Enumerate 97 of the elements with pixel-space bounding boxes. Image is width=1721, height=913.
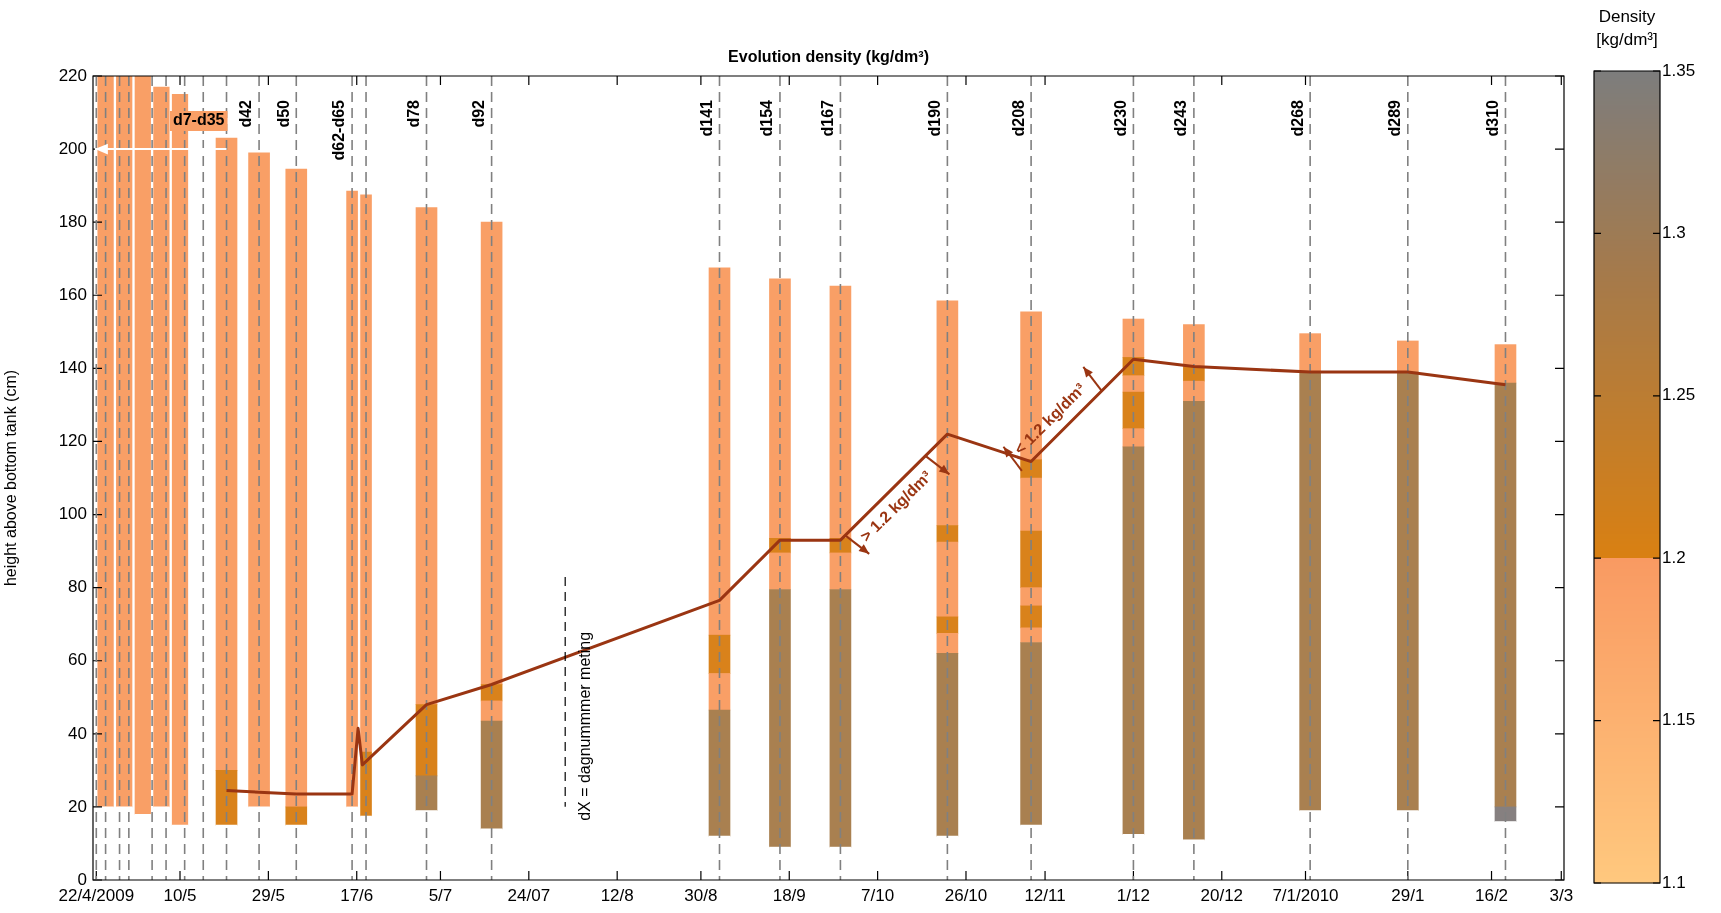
- x-tick-label: 7/1/2010: [1272, 885, 1339, 905]
- y-tick-label: 60: [68, 650, 87, 670]
- bar: [1396, 371, 1419, 811]
- y-tick-label: 180: [58, 211, 87, 231]
- x-tick-label: 18/9: [772, 885, 806, 905]
- bar: [936, 653, 959, 837]
- bar: [285, 168, 308, 808]
- y-tick-label: 80: [68, 577, 87, 597]
- ref-line-label: d230: [1111, 99, 1129, 137]
- color-bar-label: 1.2: [1662, 547, 1686, 567]
- x-tick-label: 17/6: [340, 885, 374, 905]
- y-tick-label: 220: [58, 65, 87, 85]
- color-bar-label: 1.25: [1662, 385, 1696, 405]
- x-tick-label: 30/8: [684, 885, 718, 905]
- bar: [1494, 382, 1517, 808]
- bar: [936, 541, 959, 618]
- x-tick-label: 29/1: [1391, 885, 1425, 905]
- bar: [415, 704, 438, 777]
- bar: [1183, 400, 1205, 841]
- bar: [1020, 587, 1042, 607]
- ref-line-label: d190: [925, 99, 943, 137]
- ref-line-label: d167: [818, 99, 836, 137]
- y-tick-label: 100: [58, 504, 87, 524]
- x-tick-label: 16/2: [1474, 885, 1509, 905]
- color-bar-label: 1.3: [1662, 223, 1686, 243]
- bar: [1494, 344, 1517, 384]
- y-tick-label: 200: [58, 138, 87, 158]
- x-tick-label: 12/11: [1024, 885, 1066, 905]
- bar: [1122, 428, 1145, 448]
- bar: [1299, 333, 1321, 373]
- ref-line-label: d42: [237, 99, 255, 128]
- x-tick-label: 20/12: [1200, 885, 1244, 905]
- bar: [1122, 391, 1145, 429]
- ref-line-label: d78: [404, 99, 422, 128]
- bar: [936, 300, 959, 526]
- bar: [708, 709, 731, 837]
- color-bar-label: 1.35: [1662, 60, 1696, 80]
- annotation: dX = dagnummmer meting: [575, 631, 593, 821]
- ref-line-label: d243: [1172, 99, 1190, 137]
- color-bar-label: 1.15: [1662, 710, 1696, 730]
- ref-line-label: d310: [1483, 99, 1501, 137]
- y-axis-title: height above bottom tank (cm): [2, 369, 20, 587]
- bar: [248, 152, 270, 808]
- bar: [1020, 642, 1042, 826]
- ref-line-label: d154: [758, 99, 776, 137]
- bar: [936, 632, 959, 654]
- y-tick-label: 40: [68, 723, 87, 743]
- annotation: d7-d35: [172, 111, 225, 129]
- x-tick-label: 10/5: [163, 885, 197, 905]
- bar: [769, 589, 791, 848]
- bar: [1122, 375, 1145, 393]
- bar: [480, 221, 503, 685]
- bar: [1299, 371, 1321, 811]
- bar: [1020, 530, 1042, 588]
- y-tick-label: 160: [58, 284, 87, 304]
- bar: [708, 634, 731, 674]
- bar: [829, 552, 852, 590]
- bar: [415, 775, 438, 811]
- bar: [415, 207, 438, 705]
- bar: [215, 770, 238, 826]
- bar: [829, 285, 852, 539]
- chart-title: Evolution density (kg/dm³): [728, 48, 929, 66]
- bar: [1020, 477, 1042, 532]
- bar: [1122, 446, 1145, 835]
- ref-line-label: d289: [1386, 99, 1404, 137]
- bar: [829, 589, 852, 848]
- bar: [480, 700, 503, 722]
- x-tick-label: 1/12: [1116, 885, 1150, 905]
- ref-line-label: d268: [1288, 99, 1306, 137]
- bar: [708, 267, 731, 636]
- bar: [480, 720, 503, 830]
- ref-line-label: d62-d65: [330, 99, 348, 161]
- bar: [708, 673, 731, 711]
- bar: [215, 137, 238, 771]
- y-tick-label: 120: [58, 431, 87, 451]
- bar: [1396, 340, 1419, 373]
- y-tick-label: 20: [68, 796, 87, 816]
- x-tick-label: 29/5: [251, 885, 285, 905]
- x-tick-label: 7/10: [861, 885, 895, 905]
- x-tick-label: 12/8: [600, 885, 634, 905]
- ref-line-label: d208: [1009, 99, 1027, 137]
- ref-line-label: d141: [697, 99, 715, 137]
- x-tick-label: 3/3: [1549, 885, 1574, 905]
- x-tick-label: 26/10: [944, 885, 988, 905]
- ref-line-label: d50: [274, 99, 292, 128]
- bar: [1020, 605, 1042, 629]
- y-tick-label: 140: [58, 358, 87, 378]
- bar: [769, 552, 791, 590]
- bar: [1122, 318, 1145, 358]
- x-tick-label: 24/07: [507, 885, 551, 905]
- bar: [936, 525, 959, 543]
- color-bar-label: 1.1: [1662, 872, 1686, 892]
- color-bar-title: Density [kg/dm³]: [1596, 7, 1658, 49]
- bar: [1183, 380, 1205, 402]
- ref-line-label: d92: [470, 99, 488, 128]
- x-tick-label: 5/7: [428, 885, 453, 905]
- bar: [769, 278, 791, 539]
